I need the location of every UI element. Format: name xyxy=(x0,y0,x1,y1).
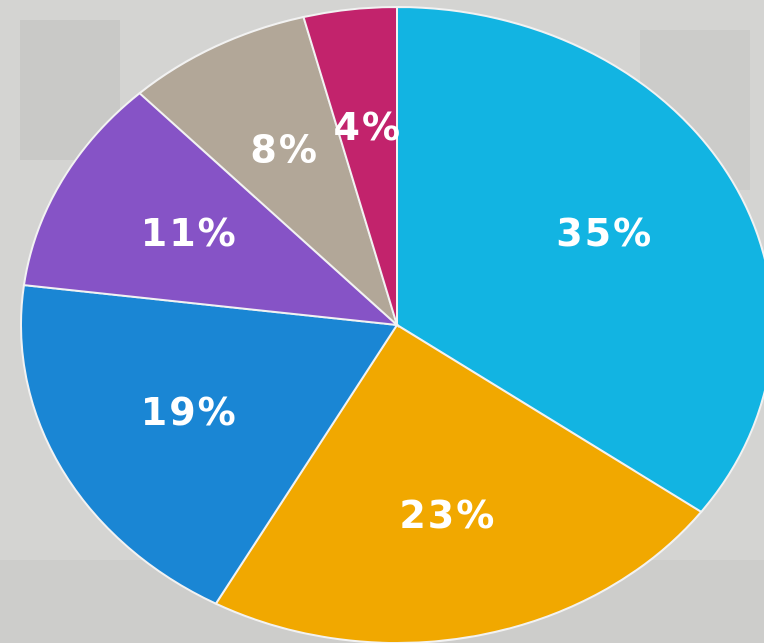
slice-label: 4% xyxy=(334,105,403,149)
slice-label: 11% xyxy=(141,211,238,255)
slice-label: 8% xyxy=(250,128,319,172)
slice-label: 35% xyxy=(556,211,653,255)
page: {"chart_data": {"type": "pie", "values":… xyxy=(0,0,764,643)
slice-label: 19% xyxy=(141,390,238,434)
slice-label: 23% xyxy=(399,493,496,537)
chart: 35% 23% 19% 11% 8% 4% xyxy=(0,0,764,643)
